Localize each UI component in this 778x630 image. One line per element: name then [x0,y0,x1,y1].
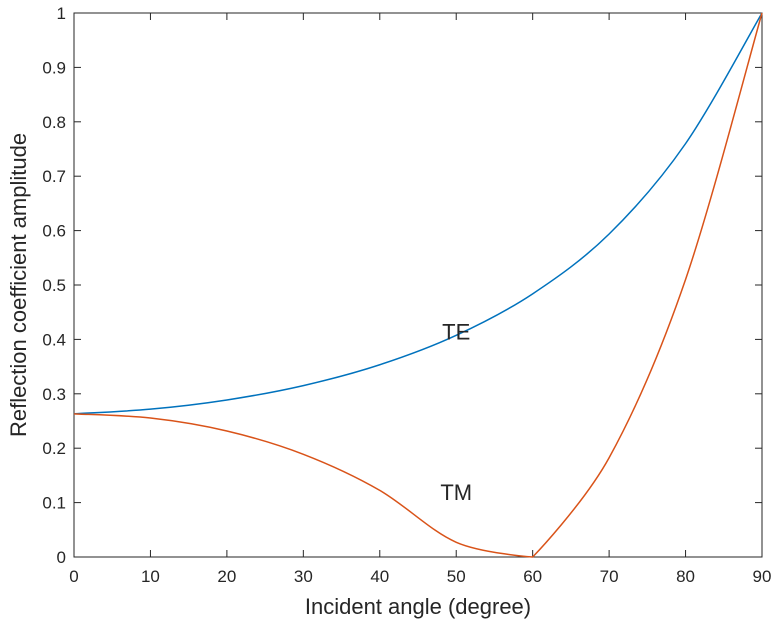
x-tick-label: 0 [69,567,78,586]
y-tick-label: 0.1 [42,494,66,513]
series-line-te [73,12,763,415]
annotation-tm: TM [440,480,472,505]
x-tick-label: 80 [676,567,695,586]
series-line-tm [73,12,763,558]
y-axis-label: Reflection coefficient amplitude [6,133,31,437]
y-tick-label: 0.7 [42,167,66,186]
y-tick-label: 0.6 [42,222,66,241]
x-axis-label: Incident angle (degree) [305,594,531,619]
y-tick-label: 0.9 [42,58,66,77]
y-tick-label: 1 [57,4,66,23]
y-tick-label: 0 [57,548,66,567]
series-layer [73,12,763,558]
x-tick-label: 20 [217,567,236,586]
y-tick-label: 0.3 [42,385,66,404]
x-tick-label: 90 [753,567,772,586]
x-axis-ticks: 0 10 20 30 40 50 60 70 80 90 [69,13,771,586]
y-tick-label: 0.8 [42,113,66,132]
x-tick-label: 10 [141,567,160,586]
y-tick-label: 0.4 [42,330,66,349]
y-tick-label: 0.5 [42,276,66,295]
annotation-layer: TE TM [440,319,472,504]
plot-area [73,12,763,558]
y-tick-label: 0.2 [42,439,66,458]
x-tick-label: 70 [600,567,619,586]
x-tick-label: 40 [370,567,389,586]
x-tick-label: 50 [447,567,466,586]
x-tick-label: 60 [523,567,542,586]
annotation-te: TE [442,319,470,344]
x-tick-label: 30 [294,567,313,586]
y-axis-ticks: 0 0.1 0.2 0.3 0.4 0.5 0.6 0.7 0.8 0.9 1 [42,4,762,567]
